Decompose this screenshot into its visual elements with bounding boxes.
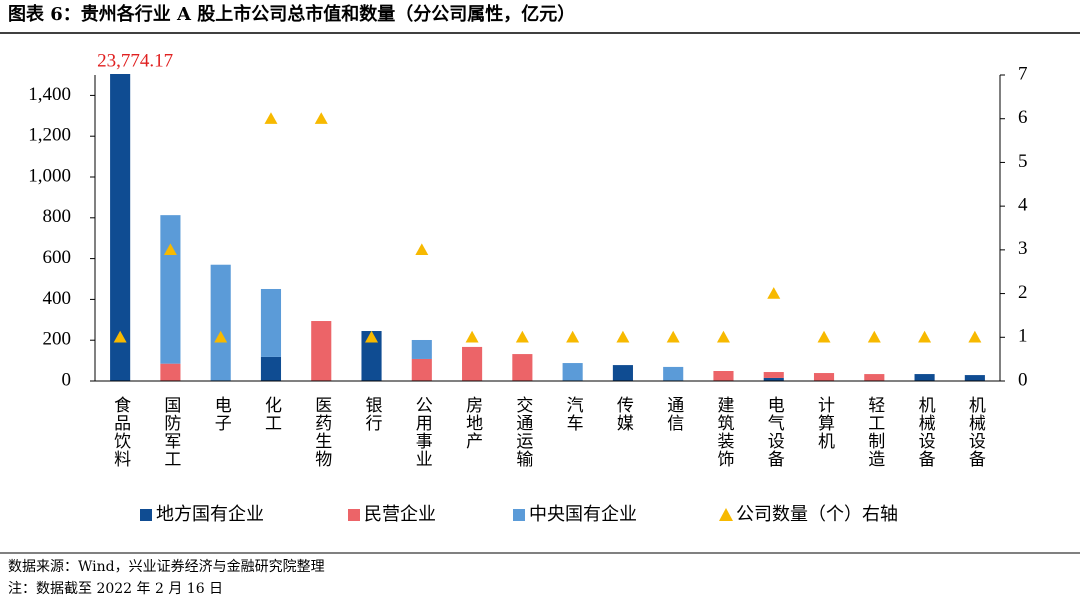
y2-tick-label: 3	[1018, 238, 1028, 259]
bar	[260, 288, 282, 357]
marker	[666, 330, 680, 343]
bar	[110, 74, 131, 381]
x-tick-label: 汽车	[563, 396, 584, 432]
y-tick-label: 800	[43, 206, 72, 227]
marker	[365, 330, 379, 343]
marker	[415, 243, 429, 256]
chart-title: 图表 6：贵州各行业 A 股上市公司总市值和数量（分公司属性，亿元）	[8, 3, 575, 25]
y-tick-label: 0	[62, 369, 72, 390]
marker	[767, 287, 781, 299]
x-tick-label: 电子	[211, 396, 232, 432]
legend-label: 公司数量（个）右轴	[736, 504, 898, 525]
bar	[813, 373, 835, 381]
marker	[867, 330, 881, 343]
bar	[512, 354, 533, 381]
marker	[264, 112, 278, 124]
legend-marker	[348, 509, 360, 521]
bar	[964, 375, 985, 381]
x-tick-label: 食品饮料	[110, 396, 131, 468]
bar	[260, 356, 282, 381]
value-label: 23,774.17	[97, 50, 173, 71]
bar	[361, 331, 382, 381]
marker	[566, 330, 580, 343]
bar	[763, 377, 784, 381]
x-tick-label: 房地产	[462, 396, 483, 450]
y-tick-label: 1,400	[28, 84, 71, 105]
marker	[465, 330, 479, 343]
bar	[864, 374, 885, 381]
x-tick-label: 电气设备	[764, 396, 785, 468]
bar	[210, 264, 231, 381]
marker	[716, 330, 730, 343]
legend-marker	[719, 508, 733, 521]
y2-tick-label: 6	[1018, 107, 1028, 128]
bars	[110, 74, 985, 381]
x-tick-label: 建筑装饰	[713, 396, 734, 468]
y2-tick-label: 1	[1018, 326, 1028, 347]
bar	[462, 346, 483, 381]
x-tick-label: 国防军工	[160, 396, 181, 468]
x-tick-label: 计算机	[814, 396, 835, 450]
y-tick-label: 200	[43, 329, 72, 350]
footnote: 注：数据截至 2022 年 2 月 16 日	[8, 581, 223, 597]
y2-tick-label: 0	[1018, 369, 1028, 390]
x-tick-label: 机械设备	[965, 396, 986, 468]
bar	[612, 365, 633, 381]
y-tick-label: 1,200	[28, 125, 71, 146]
x-tick-label: 通信	[663, 396, 684, 432]
bar	[562, 363, 583, 381]
y2-tick-label: 2	[1018, 282, 1028, 303]
legend-marker	[513, 509, 525, 521]
bar	[663, 366, 684, 381]
marker	[214, 330, 228, 343]
bar	[914, 374, 935, 381]
bar	[160, 363, 181, 381]
marker	[515, 330, 529, 343]
y2-tick-label: 5	[1018, 151, 1028, 172]
x-tick-label: 银行	[362, 396, 383, 432]
x-tick-label: 机械设备	[915, 396, 936, 468]
marker	[113, 330, 127, 343]
bar	[713, 371, 734, 381]
marker	[968, 330, 982, 343]
legend-label: 中央国有企业	[529, 504, 637, 525]
marker	[817, 330, 831, 343]
y-tick-label: 1,000	[28, 165, 71, 186]
marker	[616, 330, 630, 343]
bar	[160, 215, 181, 364]
bar	[411, 339, 432, 359]
y-tick-label: 600	[43, 247, 72, 268]
y2-tick-label: 7	[1018, 63, 1028, 84]
x-tick-label: 交通运输	[512, 396, 533, 468]
x-tick-label: 公用事业	[412, 396, 433, 468]
marker	[314, 112, 328, 124]
x-tick-label: 传媒	[613, 396, 634, 432]
x-tick-label: 化工	[261, 396, 282, 432]
legend-label: 民营企业	[364, 504, 436, 525]
x-tick-label: 轻工制造	[864, 396, 885, 468]
legend-marker	[140, 509, 152, 521]
footnote: 数据来源：Wind，兴业证券经济与金融研究院整理	[8, 559, 325, 575]
x-tick-label: 医药生物	[311, 396, 332, 468]
bar	[763, 372, 784, 378]
marker	[918, 330, 932, 343]
legend-label: 地方国有企业	[156, 504, 264, 525]
y2-tick-label: 4	[1018, 195, 1028, 216]
marker	[163, 243, 177, 256]
y-tick-label: 400	[43, 288, 72, 309]
bar	[311, 321, 332, 381]
bar	[411, 358, 432, 381]
